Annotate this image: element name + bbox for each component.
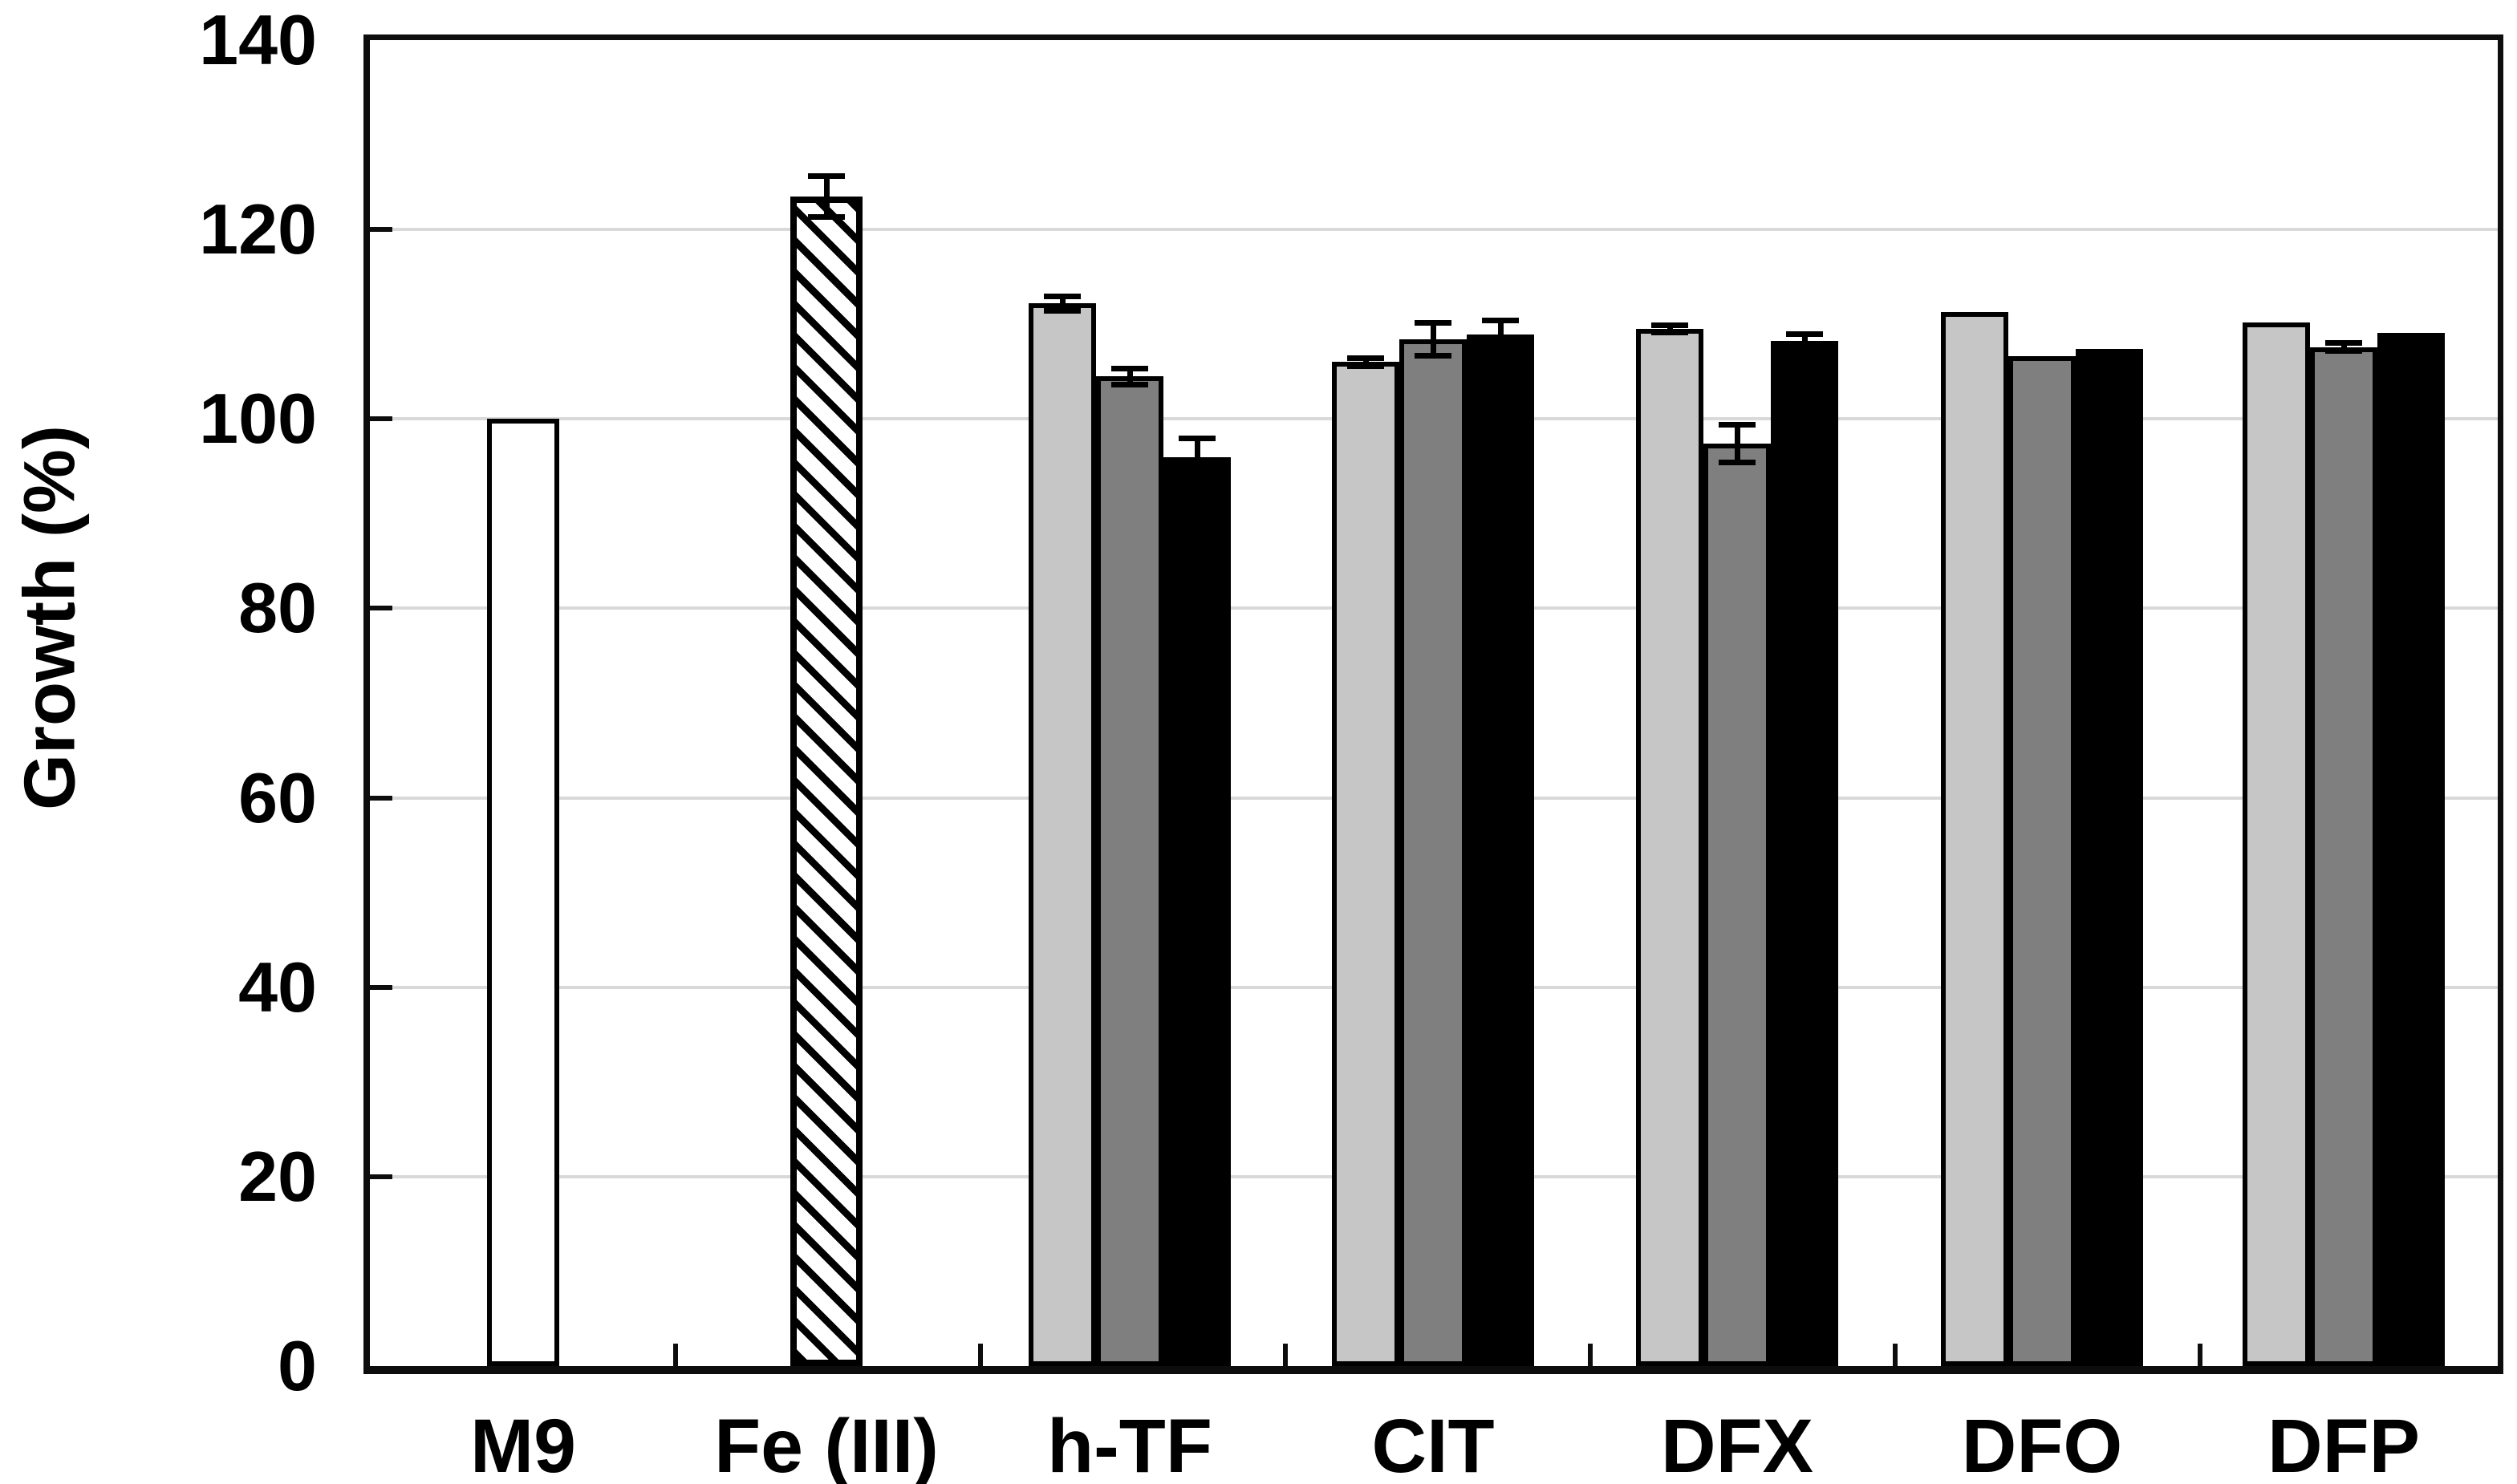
category-label-h-tf: h-TF bbox=[1047, 1404, 1212, 1484]
error-bar-cap-top-dfx-black bbox=[1786, 331, 1823, 338]
bar-h-tf-black bbox=[1163, 456, 1231, 1366]
error-bar-cap-bottom-h-tf-lgray bbox=[1044, 307, 1081, 314]
y-tick-label-140: 140 bbox=[199, 0, 317, 79]
error-bar-dfx-black bbox=[1801, 334, 1808, 349]
y-axis-tick-40 bbox=[370, 984, 392, 990]
error-bar-fe-iii-hatched bbox=[823, 175, 830, 217]
error-bar-cit-lgray bbox=[1362, 357, 1369, 367]
y-tick-label-80: 80 bbox=[238, 568, 317, 648]
error-bar-cap-top-cit-lgray bbox=[1347, 355, 1384, 361]
x-axis-tick-6 bbox=[2198, 1344, 2202, 1366]
error-bar-cap-bottom-dfx-black bbox=[1786, 345, 1823, 351]
bar-fe-iii-hatched bbox=[790, 196, 863, 1366]
error-bar-cap-bottom-dfp-dgray bbox=[2325, 348, 2362, 355]
bar-dfo-lgray bbox=[1941, 311, 2008, 1366]
x-axis-tick-2 bbox=[978, 1344, 983, 1366]
x-axis-tick-4 bbox=[1588, 1344, 1593, 1366]
y-axis-tick-100 bbox=[370, 416, 392, 422]
bar-cit-dgray bbox=[1399, 339, 1467, 1366]
error-bar-cap-bottom-h-tf-black bbox=[1179, 472, 1216, 479]
error-bar-cap-bottom-fe-iii-hatched bbox=[808, 213, 845, 220]
error-bar-cap-top-h-tf-black bbox=[1179, 435, 1216, 441]
y-tick-label-120: 120 bbox=[199, 189, 317, 270]
y-axis-tick-80 bbox=[370, 606, 392, 611]
error-bar-cap-bottom-h-tf-dgray bbox=[1111, 381, 1148, 387]
error-bar-cap-bottom-dfx-dgray bbox=[1719, 459, 1756, 465]
bar-cit-black bbox=[1467, 335, 1534, 1366]
y-axis-tick-20 bbox=[370, 1174, 392, 1179]
error-bar-cap-bottom-dfx-lgray bbox=[1651, 329, 1688, 335]
x-axis-tick-5 bbox=[1893, 1344, 1898, 1366]
bar-dfp-black bbox=[2377, 332, 2445, 1366]
y-tick-label-100: 100 bbox=[199, 379, 317, 459]
category-label-fe-iii: Fe (III) bbox=[714, 1404, 939, 1484]
bar-dfp-dgray bbox=[2310, 347, 2377, 1366]
error-bar-cap-top-dfx-lgray bbox=[1651, 322, 1688, 329]
error-bar-h-tf-black bbox=[1194, 437, 1200, 476]
error-bar-cit-dgray bbox=[1430, 322, 1436, 357]
error-bar-cap-top-fe-iii-hatched bbox=[808, 172, 845, 179]
bar-h-tf-lgray bbox=[1029, 303, 1096, 1366]
error-bar-cap-top-cit-black bbox=[1482, 318, 1519, 324]
x-axis-tick-1 bbox=[673, 1344, 678, 1366]
error-bar-dfx-lgray bbox=[1666, 325, 1673, 333]
error-bar-cap-bottom-cit-black bbox=[1482, 345, 1519, 351]
error-bar-cap-top-cit-dgray bbox=[1415, 319, 1451, 326]
bar-m9-white bbox=[487, 419, 559, 1366]
x-axis-tick-3 bbox=[1283, 1344, 1288, 1366]
category-label-dfp: DFP bbox=[2267, 1404, 2420, 1484]
y-tick-label-20: 20 bbox=[238, 1136, 317, 1216]
bar-dfx-black bbox=[1771, 341, 1838, 1366]
bar-dfp-lgray bbox=[2243, 322, 2310, 1366]
y-tick-label-40: 40 bbox=[238, 947, 317, 1027]
bar-dfx-lgray bbox=[1636, 329, 1703, 1366]
bar-dfo-dgray bbox=[2008, 356, 2076, 1366]
gridline-120 bbox=[370, 228, 2498, 232]
category-label-dfo: DFO bbox=[1961, 1404, 2123, 1484]
error-bar-h-tf-dgray bbox=[1127, 367, 1133, 385]
y-axis-tick-120 bbox=[370, 227, 392, 233]
bar-h-tf-dgray bbox=[1096, 376, 1163, 1366]
category-label-dfx: DFX bbox=[1661, 1404, 1813, 1484]
error-bar-cap-bottom-cit-lgray bbox=[1347, 363, 1384, 370]
error-bar-cit-black bbox=[1497, 320, 1504, 349]
error-bar-dfx-dgray bbox=[1734, 424, 1740, 463]
error-bar-dfp-dgray bbox=[2340, 342, 2347, 352]
y-axis-tick-60 bbox=[370, 795, 392, 801]
bar-cit-lgray bbox=[1332, 362, 1399, 1366]
category-label-cit: CIT bbox=[1371, 1404, 1495, 1484]
error-bar-cap-top-dfx-dgray bbox=[1719, 422, 1756, 428]
error-bar-h-tf-lgray bbox=[1059, 295, 1066, 311]
y-tick-label-0: 0 bbox=[278, 1326, 317, 1405]
bar-dfo-black bbox=[2076, 348, 2143, 1366]
error-bar-cap-top-dfp-dgray bbox=[2325, 339, 2362, 346]
error-bar-cap-top-h-tf-lgray bbox=[1044, 293, 1081, 299]
error-bar-cap-top-h-tf-dgray bbox=[1111, 365, 1148, 371]
error-bar-cap-bottom-cit-dgray bbox=[1415, 353, 1451, 359]
category-label-m9: M9 bbox=[470, 1404, 576, 1484]
y-tick-label-60: 60 bbox=[238, 757, 317, 837]
bar-dfx-dgray bbox=[1703, 443, 1771, 1366]
